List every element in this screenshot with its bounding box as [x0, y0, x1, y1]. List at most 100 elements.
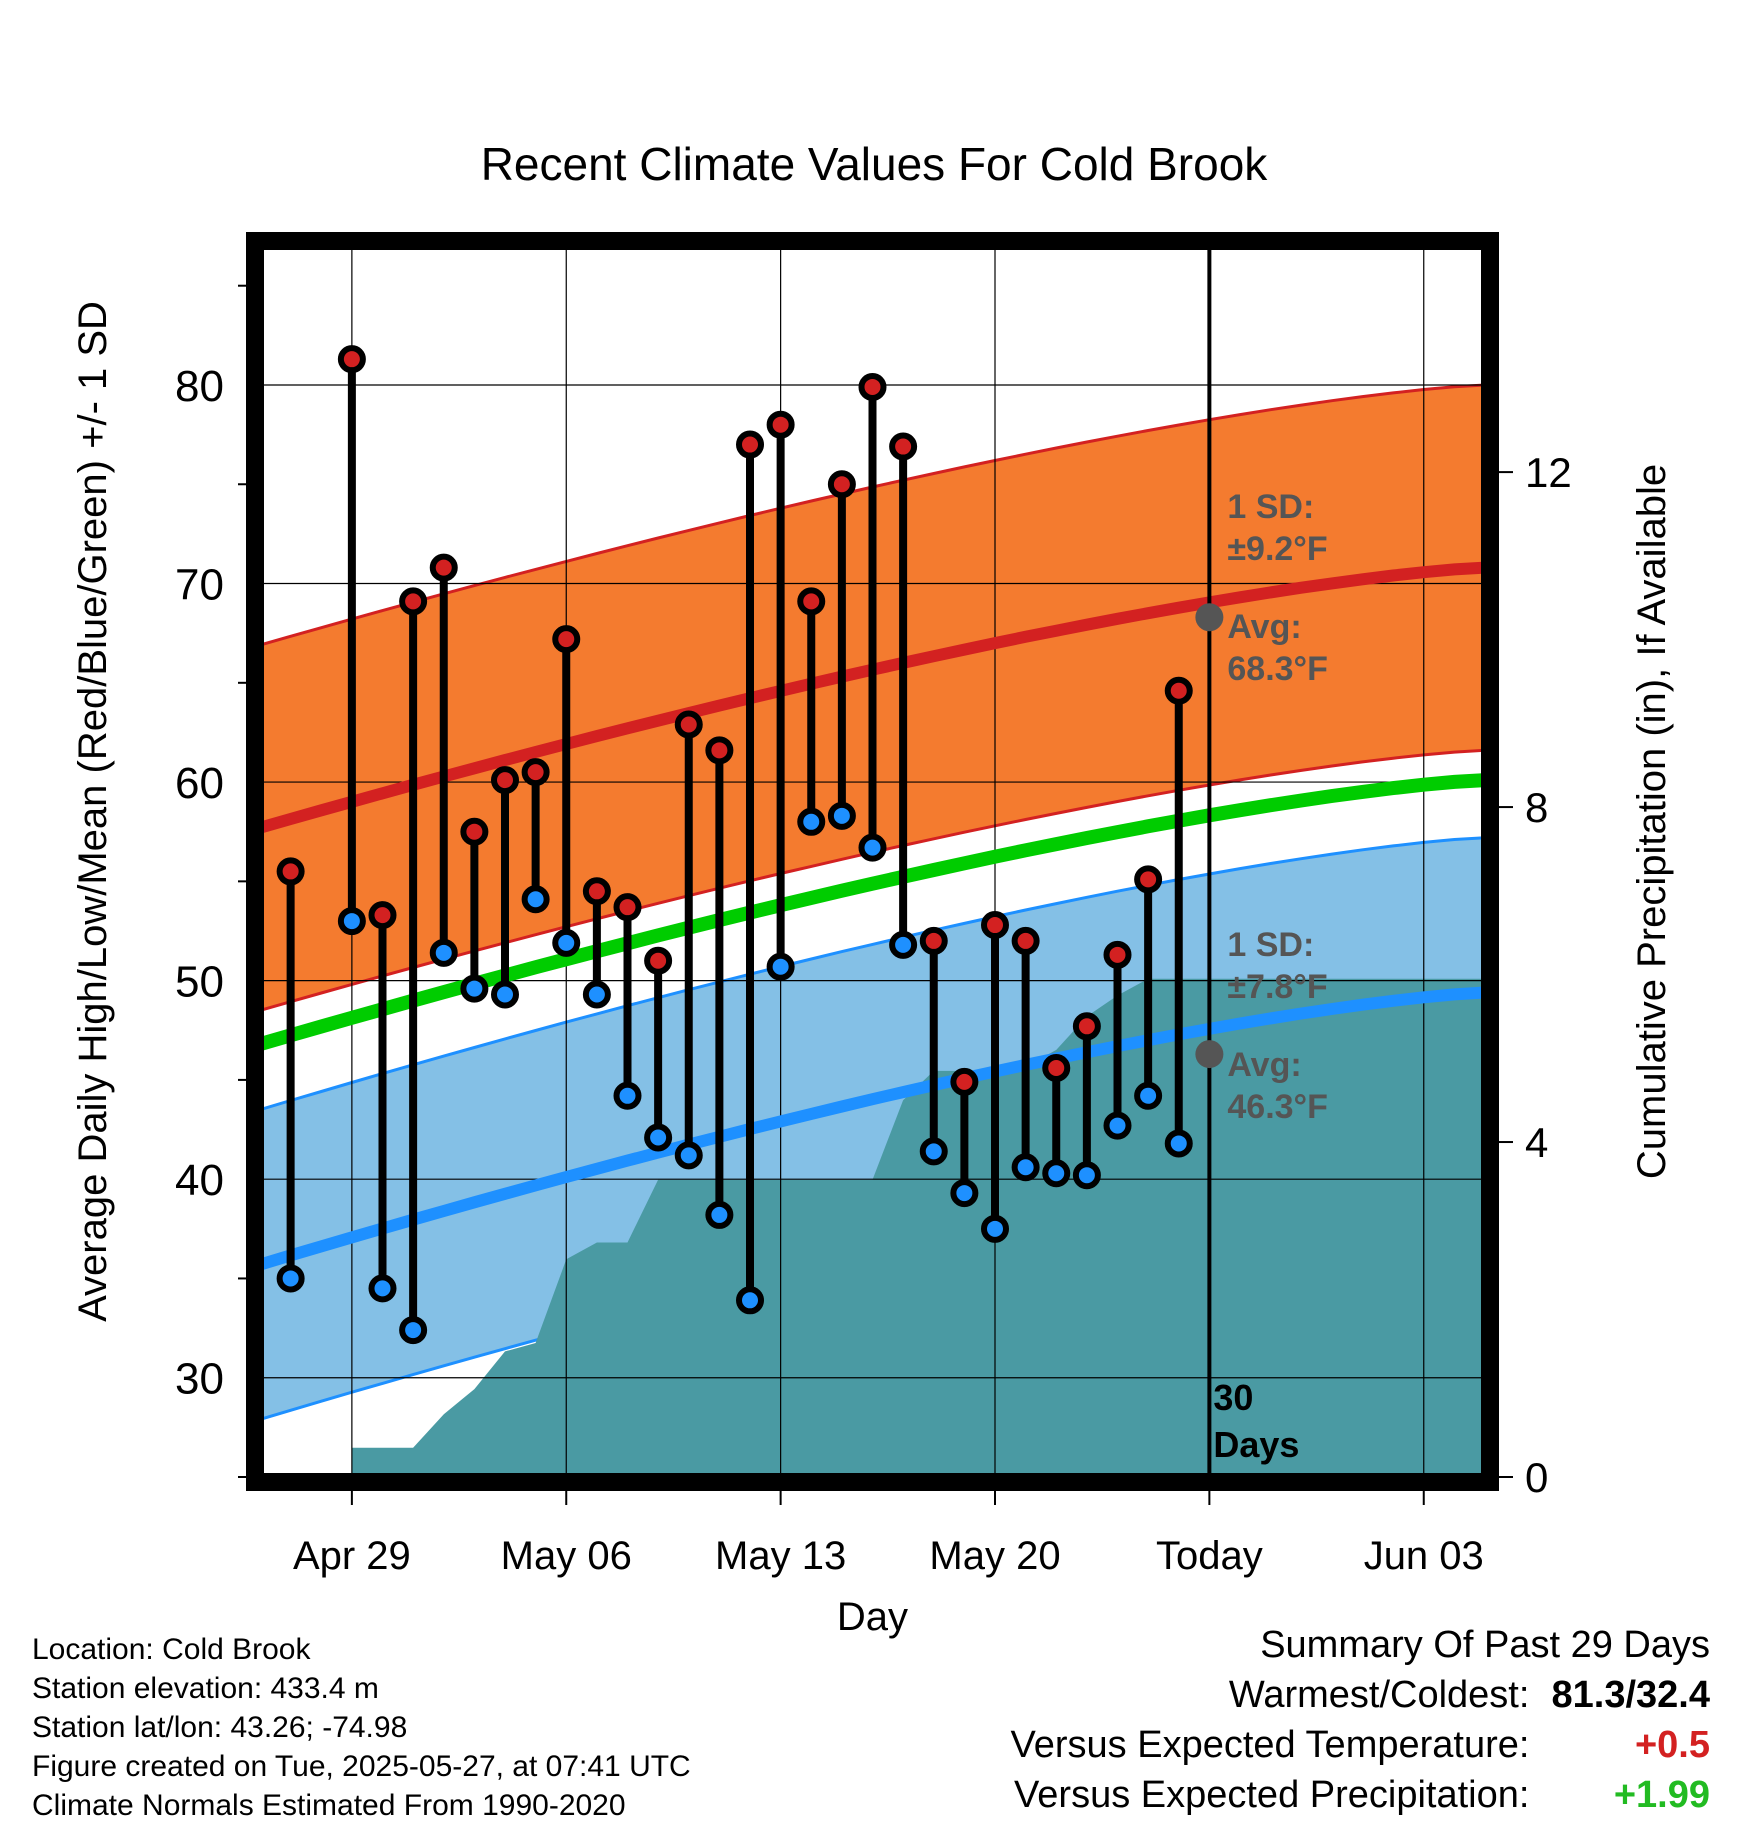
daily-high-point: [981, 911, 1009, 940]
daily-high-point: [491, 766, 519, 795]
daily-high-point: [827, 470, 856, 499]
daily-high-point: [705, 736, 734, 765]
today-high-avg-marker: [1195, 603, 1224, 632]
x-tick-label: May 06: [501, 1534, 632, 1578]
daily-low-point: [552, 928, 581, 957]
daily-low-point: [1103, 1111, 1132, 1140]
summary-panel: Summary Of Past 29 Days Warmest/Coldest:…: [1011, 1620, 1710, 1820]
daily-low-point: [705, 1200, 734, 1229]
daily-low-point: [644, 1123, 673, 1152]
daily-low-point: [1134, 1081, 1163, 1110]
daily-high-point: [919, 926, 948, 955]
daily-high-point: [582, 877, 611, 906]
warmest-row: Warmest/Coldest: 81.3/32.4: [1011, 1670, 1710, 1720]
daily-high-point: [644, 946, 673, 975]
daily-high-point: [521, 758, 550, 787]
daily-low-point: [276, 1264, 305, 1293]
y2-tick-label: 4: [1525, 1119, 1548, 1166]
plot-frame: [246, 232, 1499, 1491]
summary-header: Summary Of Past 29 Days: [1260, 1624, 1710, 1666]
daily-high-point: [368, 901, 397, 930]
low-avg-label: Avg:: [1227, 1046, 1301, 1084]
daily-high-point: [1011, 926, 1040, 955]
daily-high-point: [950, 1067, 979, 1096]
daily-low-point: [521, 885, 550, 914]
daily-low-point: [582, 980, 611, 1009]
temp-row: Versus Expected Temperature: +0.5: [1011, 1720, 1710, 1770]
y-tick-label: 80: [175, 362, 224, 411]
days-word-label: Days: [1213, 1424, 1299, 1465]
x-tick-label: Today: [1156, 1534, 1263, 1578]
daily-high-point: [1042, 1053, 1071, 1082]
low-sd-label: 1 SD:: [1227, 926, 1314, 964]
created-text: Figure created on Tue, 2025-05-27, at 07…: [32, 1750, 691, 1783]
daily-low-point: [889, 930, 918, 959]
temp-label: Versus Expected Temperature:: [1010, 1724, 1530, 1766]
y-tick-label: 60: [175, 759, 224, 808]
daily-low-point: [797, 807, 826, 836]
daily-low-point: [766, 952, 795, 981]
daily-high-point: [1164, 676, 1193, 705]
y2-axis-title: Cumulative Precipitation (in), If Availa…: [1630, 464, 1674, 1179]
elevation-text: Station elevation: 433.4 m: [32, 1672, 379, 1705]
daily-high-point: [429, 553, 458, 582]
daily-high-point: [674, 710, 703, 739]
daily-low-point: [827, 801, 856, 830]
daily-low-point: [399, 1316, 428, 1345]
x-tick-label: Jun 03: [1364, 1534, 1484, 1578]
normal-low-band-upper: [260, 836, 1485, 1112]
daily-high-point: [337, 345, 366, 374]
precip-value: +1.99: [1613, 1774, 1710, 1816]
daily-high-point: [1103, 940, 1132, 969]
low-sd-value: ±7.8°F: [1227, 968, 1327, 1006]
y-tick-label: 40: [175, 1156, 224, 1205]
high-avg-value: 68.3°F: [1227, 650, 1328, 688]
daily-low-point: [613, 1081, 642, 1110]
daily-low-point: [491, 980, 519, 1009]
y2-tick-label: 12: [1525, 449, 1572, 496]
x-axis-title: Day: [837, 1595, 908, 1639]
location-text: Location: Cold Brook: [32, 1633, 311, 1666]
daily-high-point: [399, 587, 428, 616]
latlon-text: Station lat/lon: 43.26; -74.98: [32, 1711, 408, 1744]
high-sd-value: ±9.2°F: [1227, 530, 1327, 568]
normals-text: Climate Normals Estimated From 1990-2020: [32, 1789, 626, 1822]
temp-value: +0.5: [1634, 1724, 1710, 1766]
station-info: Location: Cold Brook Station elevation: …: [32, 1630, 691, 1825]
daily-high-point: [276, 857, 305, 886]
y-tick-label: 30: [175, 1355, 224, 1404]
y-axis-title: Average Daily High/Low/Mean (Red/Blue/Gr…: [71, 301, 115, 1322]
daily-high-point: [613, 893, 642, 922]
y-tick-label: 50: [175, 958, 224, 1007]
y-tick-label: 70: [175, 561, 224, 610]
daily-high-point: [766, 410, 795, 439]
precip-label: Versus Expected Precipitation:: [1014, 1774, 1530, 1816]
daily-low-point: [460, 974, 489, 1003]
low-avg-value: 46.3°F: [1227, 1088, 1328, 1126]
precip-area: [351, 978, 1485, 1477]
daily-low-point: [337, 907, 366, 936]
daily-low-point: [429, 938, 458, 967]
daily-low-point: [736, 1286, 764, 1315]
daily-low-point: [368, 1274, 397, 1303]
x-tick-label: May 13: [715, 1534, 846, 1578]
daily-low-point: [950, 1179, 979, 1208]
daily-high-point: [736, 430, 764, 459]
x-tick-label: Apr 29: [293, 1534, 411, 1578]
daily-low-point: [858, 833, 887, 862]
precip-row: Versus Expected Precipitation: +1.99: [1011, 1770, 1710, 1820]
daily-low-point: [674, 1141, 703, 1170]
warmest-value: 81.3/32.4: [1551, 1674, 1710, 1716]
daily-high-point: [797, 587, 826, 616]
plot-area: 1 SD: ±9.2°F Avg: 68.3°F 1 SD: ±7.8°F Avg: 46.3…: [71, 232, 1674, 1639]
daily-high-point: [1072, 1012, 1101, 1041]
daily-low-point: [1011, 1153, 1040, 1182]
daily-low-point: [1042, 1159, 1071, 1188]
warmest-label: Warmest/Coldest:: [1228, 1674, 1530, 1716]
daily-low-point: [1164, 1129, 1193, 1158]
today-low-avg-marker: [1195, 1040, 1224, 1069]
normal-low-line: [260, 986, 1485, 1271]
y2-tick-label: 0: [1525, 1454, 1548, 1501]
high-avg-label: Avg:: [1227, 608, 1301, 646]
